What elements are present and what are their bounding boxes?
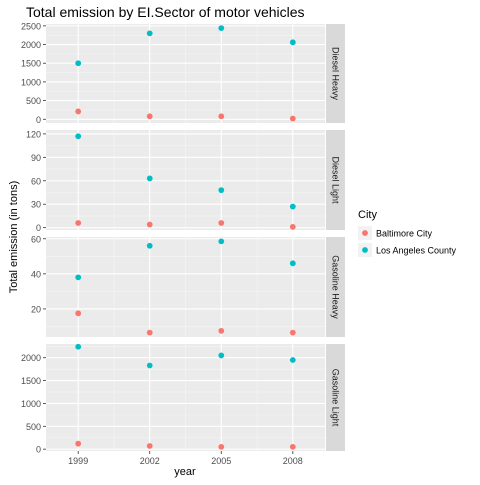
legend-keys: Baltimore City Los Angeles County (358, 226, 457, 257)
facet-strip (326, 237, 345, 337)
data-point (146, 175, 153, 182)
facet-strip-label: Gasoline Heavy (331, 255, 341, 319)
data-point (289, 443, 296, 450)
y-tick-label: 500 (26, 422, 41, 432)
legend-entry-label: Baltimore City (376, 229, 433, 239)
y-tick-label: 0 (36, 445, 41, 455)
y-tick-label: 90 (31, 153, 41, 163)
y-tick-label: 0 (36, 115, 41, 125)
x-tick-label: 1999 (68, 456, 88, 466)
data-point (75, 274, 82, 281)
y-tick-label: 120 (26, 129, 41, 139)
y-tick-label: 1500 (21, 59, 41, 69)
x-tick-label: 2008 (283, 456, 303, 466)
data-point (289, 115, 296, 122)
facet-strip-label: Diesel Heavy (331, 47, 341, 101)
panels-layer: 0 500 1000 1500 2000 2500 Diesel Heavy 0 30 60 90 1… (21, 21, 345, 466)
y-tick-label: 60 (31, 234, 41, 244)
facet-strip-label: Diesel Light (331, 156, 341, 204)
data-point (146, 113, 153, 120)
x-tick-label: 2005 (211, 456, 231, 466)
data-point (289, 223, 296, 230)
data-point (289, 39, 296, 46)
y-tick-label: 1000 (21, 77, 41, 87)
facet-strip (326, 344, 345, 451)
facet-panel: 0 500 1000 1500 2000 2500 Diesel Heavy (21, 21, 345, 125)
y-tick-label: 2000 (21, 40, 41, 50)
y-tick-label: 60 (31, 176, 41, 186)
data-point (146, 443, 153, 449)
y-tick-label: 20 (31, 304, 41, 314)
y-tick-label: 2000 (21, 353, 41, 363)
y-tick-label: 30 (31, 200, 41, 210)
data-point (75, 220, 82, 226)
data-point (146, 329, 153, 336)
y-tick-label: 1000 (21, 399, 41, 409)
y-axis-title: Total emission (in tons) (8, 181, 20, 294)
y-tick-label: 500 (26, 96, 41, 106)
data-point (289, 357, 296, 363)
data-point (146, 362, 153, 369)
data-point (218, 327, 225, 334)
data-point (218, 220, 225, 226)
data-point (146, 242, 153, 249)
facet-strip (326, 130, 345, 230)
data-point (75, 343, 82, 350)
data-point (75, 440, 82, 447)
data-point (218, 238, 225, 245)
legend: City Baltimore City Los Angeles County (358, 209, 457, 257)
data-point (289, 329, 296, 336)
data-point (218, 443, 225, 450)
data-point (289, 260, 296, 267)
chart-title: Total emission by EI.Sector of motor veh… (26, 4, 305, 20)
data-point (146, 221, 153, 228)
x-axis-title: year (174, 466, 196, 478)
legend-entry-label: Los Angeles County (376, 246, 457, 256)
y-tick-label: 2500 (21, 21, 41, 31)
data-point (289, 203, 296, 210)
facet-panel: 20 40 60 Gasoline Heavy (31, 234, 345, 337)
data-point (75, 133, 82, 140)
facet-panel: 0 500 1000 1500 2000 Gasoline Light (21, 343, 345, 455)
data-point (75, 60, 82, 67)
data-point (75, 310, 82, 317)
data-point (218, 187, 225, 194)
y-tick-label: 1500 (21, 376, 41, 386)
facet-strip (326, 24, 345, 123)
data-point (75, 108, 82, 115)
x-tick-label: 2002 (140, 456, 160, 466)
facet-panel: 0 30 60 90 120 Diesel Light (26, 129, 345, 233)
y-tick-label: 40 (31, 269, 41, 279)
data-point (218, 113, 225, 120)
data-point (218, 25, 225, 32)
facet-strip-label: Gasoline Light (331, 369, 341, 427)
y-tick-label: 0 (36, 223, 41, 233)
legend-key-marker (362, 247, 368, 253)
data-point (146, 30, 153, 37)
data-point (218, 352, 225, 359)
legend-key-marker (362, 230, 368, 236)
legend-title: City (358, 209, 377, 221)
